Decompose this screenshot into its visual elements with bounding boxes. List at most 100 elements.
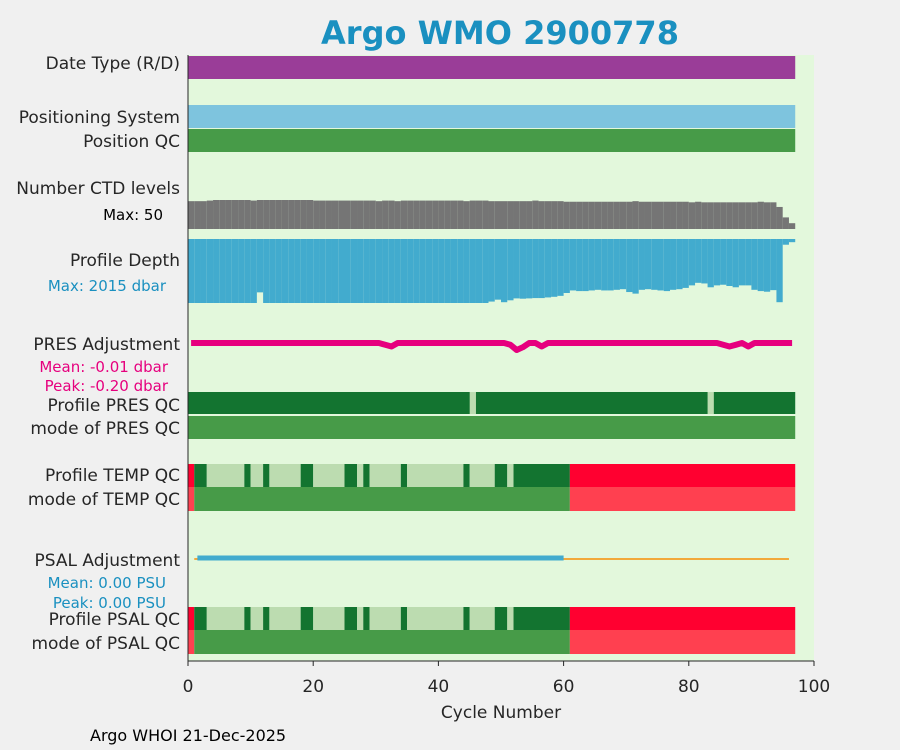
- ctd-levels-bar: [507, 201, 514, 229]
- profile-depth-bar: [344, 239, 351, 303]
- ctd-levels-bar: [325, 200, 332, 229]
- ctd-levels-bar: [701, 202, 708, 229]
- x-tick-label: 60: [553, 677, 575, 697]
- ctd-levels-bar: [200, 201, 207, 229]
- profile-depth-bar: [331, 239, 339, 303]
- ctd-levels-bar: [751, 202, 758, 229]
- profile-temp-qc-segment: [313, 464, 345, 487]
- ctd-levels-bar: [607, 201, 614, 229]
- ctd-levels-bar: [594, 201, 602, 229]
- profile-depth-bar: [250, 239, 257, 303]
- ctd-levels-bar: [475, 200, 483, 229]
- profile-temp-qc-segment: [569, 464, 796, 487]
- profile-depth-bar: [776, 239, 783, 303]
- ctd-levels-bar: [369, 200, 376, 229]
- ctd-levels-bar: [319, 200, 326, 229]
- x-tick-label: 0: [183, 677, 194, 697]
- ctd-levels-bar: [526, 201, 533, 229]
- chart-title: Argo WMO 2900778: [321, 14, 679, 52]
- profile-depth-bar: [738, 239, 746, 286]
- profile-temp-qc-segment: [188, 464, 195, 487]
- ctd-levels-bar: [350, 200, 358, 229]
- pres-adjustment-line: [191, 340, 793, 353]
- ctd-levels-bar: [213, 200, 220, 229]
- profile-temp-qc-segment: [400, 464, 408, 487]
- ctd-levels-bar: [294, 200, 301, 229]
- profile-psal-qc-segment: [263, 607, 270, 630]
- profile-depth-bar: [588, 239, 595, 291]
- profile-depth-bar: [300, 239, 307, 303]
- ctd-levels-bar: [626, 201, 633, 229]
- ctd-levels-bar: [469, 200, 476, 229]
- x-tick-label: 80: [678, 677, 700, 697]
- ctd-levels-bar: [576, 201, 583, 229]
- profile-depth-bar: [519, 239, 527, 299]
- profile-depth-bar: [188, 239, 195, 303]
- profile-depth-bar: [275, 239, 282, 303]
- profile-temp-qc-segment: [363, 464, 370, 487]
- ctd-levels-bar: [557, 201, 564, 229]
- profile-depth-bar: [463, 239, 470, 303]
- label-mode-psal-qc: mode of PSAL QC: [31, 634, 180, 654]
- mode-pres-qc-bar: [188, 416, 796, 439]
- profile-depth-bar: [682, 239, 689, 288]
- ctd-levels-bar: [776, 206, 783, 229]
- ctd-levels-bar: [300, 200, 307, 229]
- ctd-levels-bar: [281, 200, 289, 229]
- profile-depth-bar: [607, 239, 614, 291]
- chart-marks: [188, 56, 796, 654]
- profile-depth-bar: [538, 239, 545, 299]
- ctd-levels-bar: [644, 201, 652, 229]
- ctd-levels-bar: [688, 202, 696, 229]
- ctd-levels-bar: [601, 201, 608, 229]
- profile-depth-bar: [194, 239, 201, 303]
- label-mode-pres-qc: mode of PRES QC: [30, 419, 180, 439]
- profile-depth-bar: [532, 239, 539, 299]
- profile-psal-qc-segment: [244, 607, 251, 630]
- ctd-levels-bar: [275, 200, 282, 229]
- profile-depth-bar: [701, 239, 708, 284]
- ctd-levels-bar: [238, 200, 245, 229]
- ctd-levels-bar: [250, 200, 257, 229]
- ctd-levels-bar: [682, 201, 689, 229]
- psal-peak-label: Peak: 0.00 PSU: [53, 594, 166, 612]
- ctd-levels-bar: [638, 201, 645, 229]
- profile-depth-bar: [576, 239, 583, 292]
- profile-depth-bar: [720, 239, 727, 285]
- date-type-bar: [188, 56, 796, 79]
- ctd-levels-bar: [763, 202, 771, 229]
- profile-depth-bar: [350, 239, 358, 303]
- ctd-levels-bar: [425, 200, 433, 229]
- ctd-levels-bar: [344, 200, 351, 229]
- ctd-levels-bar: [419, 200, 426, 229]
- ctd-levels-bar: [375, 201, 383, 229]
- ctd-levels-bar: [407, 200, 414, 229]
- profile-depth-bar: [319, 239, 326, 303]
- ctd-levels-bar: [244, 200, 251, 229]
- profile-depth-bar: [513, 239, 520, 299]
- ctd-levels-bar: [256, 200, 264, 229]
- profile-depth-bar: [263, 239, 270, 303]
- profile-psal-qc-segment: [188, 607, 195, 630]
- ctd-levels-bar: [720, 202, 727, 229]
- profile-psal-qc-segment: [344, 607, 358, 630]
- ctd-levels-bar: [563, 201, 570, 229]
- ctd-levels-bar: [194, 201, 201, 229]
- ctd-levels-bar: [382, 200, 389, 229]
- profile-depth-bar: [713, 239, 721, 286]
- profile-depth-bar: [551, 239, 558, 297]
- profile-depth-bar: [732, 239, 739, 288]
- ctd-levels-bar: [206, 200, 214, 229]
- profile-depth-bar: [563, 239, 570, 293]
- ctd-levels-bar: [313, 200, 320, 229]
- profile-temp-qc-segment: [344, 464, 358, 487]
- ctd-levels-bar: [263, 200, 270, 229]
- ctd-levels-bar: [632, 201, 639, 229]
- ctd-levels-bar: [188, 201, 195, 229]
- profile-depth-bar: [601, 239, 608, 291]
- ctd-levels-bar: [732, 202, 739, 229]
- profile-temp-qc-segment: [194, 464, 207, 487]
- ctd-levels-bar: [532, 200, 539, 229]
- profile-depth-bar: [507, 239, 514, 301]
- ctd-levels-bar: [538, 201, 545, 229]
